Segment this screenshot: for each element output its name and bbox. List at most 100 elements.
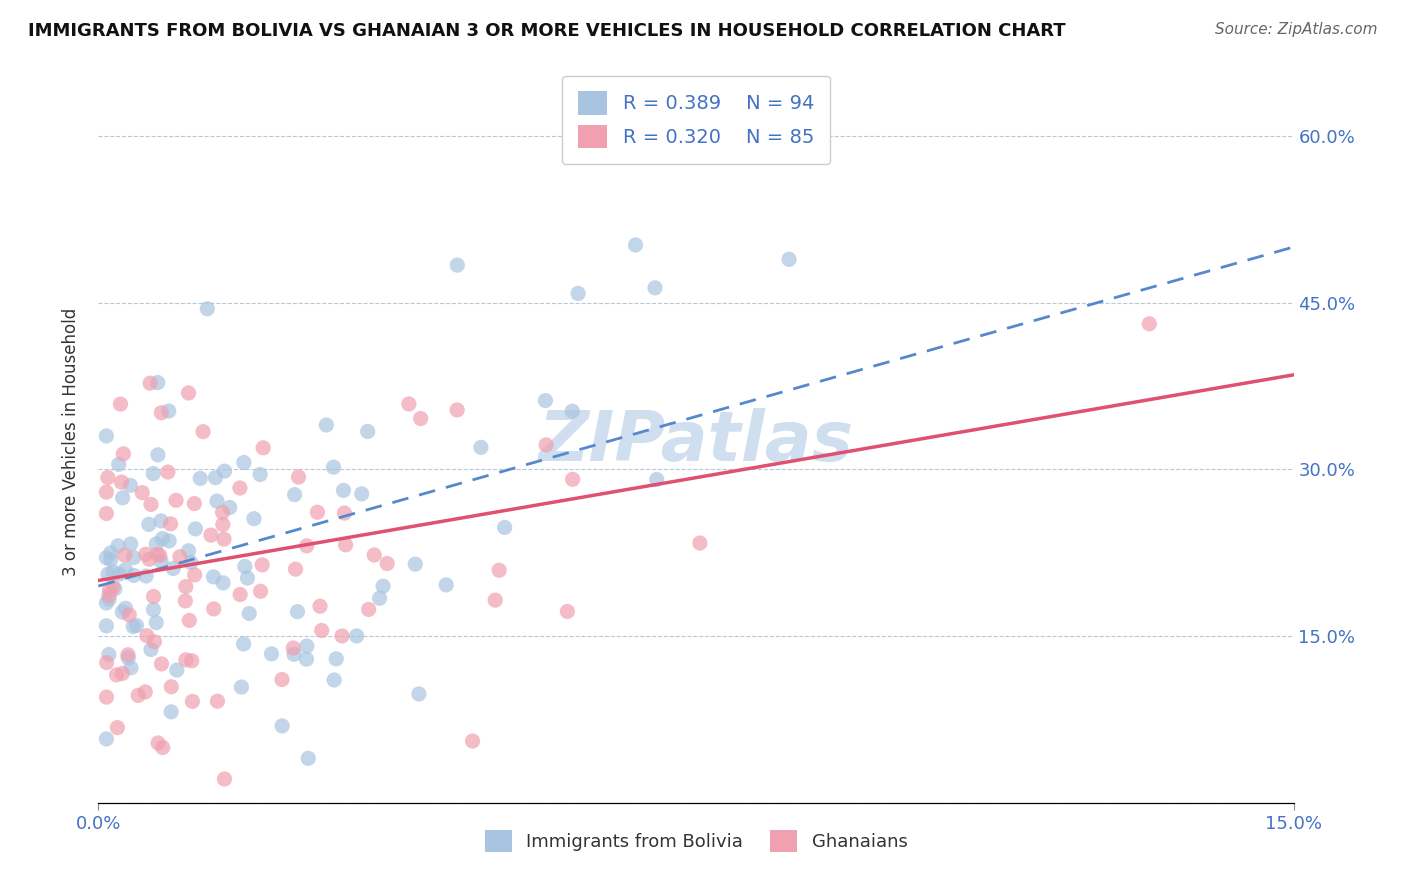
Point	[229, 587, 252, 601]
Point	[204, 470, 226, 484]
Point	[202, 570, 225, 584]
Point	[644, 281, 666, 295]
Point	[157, 404, 180, 418]
Point	[96, 596, 118, 610]
Point	[409, 411, 432, 425]
Point	[117, 648, 139, 662]
Point	[97, 589, 120, 603]
Point	[183, 568, 205, 582]
Point	[181, 694, 204, 708]
Point	[103, 565, 125, 579]
Point	[287, 470, 309, 484]
Point	[211, 517, 233, 532]
Point	[689, 536, 711, 550]
Point	[236, 571, 259, 585]
Point	[561, 472, 583, 486]
Y-axis label: 3 or more Vehicles in Household: 3 or more Vehicles in Household	[62, 308, 80, 575]
Point	[322, 460, 344, 475]
Point	[160, 705, 183, 719]
Point	[156, 465, 179, 479]
Point	[297, 751, 319, 765]
Point	[165, 493, 187, 508]
Point	[283, 648, 305, 662]
Point	[1137, 317, 1160, 331]
Point	[160, 680, 183, 694]
Point	[624, 238, 647, 252]
Point	[122, 619, 145, 633]
Point	[117, 651, 139, 665]
Point	[143, 634, 166, 648]
Point	[284, 488, 307, 502]
Point	[375, 557, 398, 571]
Point	[101, 580, 124, 594]
Point	[114, 548, 136, 562]
Point	[107, 458, 129, 472]
Point	[127, 689, 149, 703]
Point	[309, 599, 332, 614]
Point	[177, 543, 200, 558]
Point	[218, 500, 240, 515]
Point	[446, 403, 468, 417]
Point	[188, 471, 211, 485]
Point	[97, 648, 120, 662]
Point	[135, 547, 157, 561]
Point	[202, 602, 225, 616]
Point	[315, 417, 337, 432]
Point	[135, 629, 157, 643]
Point	[162, 561, 184, 575]
Point	[96, 485, 118, 500]
Point	[461, 734, 484, 748]
Point	[122, 550, 145, 565]
Point	[108, 567, 131, 582]
Point	[408, 687, 430, 701]
Point	[107, 721, 129, 735]
Point	[398, 397, 420, 411]
Point	[332, 483, 354, 498]
Point	[557, 604, 579, 618]
Point	[159, 516, 181, 531]
Point	[284, 562, 307, 576]
Point	[105, 668, 128, 682]
Point	[166, 663, 188, 677]
Point	[232, 637, 254, 651]
Point	[100, 553, 122, 567]
Point	[96, 690, 118, 704]
Point	[484, 593, 506, 607]
Point	[363, 548, 385, 562]
Point	[295, 539, 318, 553]
Point	[323, 673, 346, 687]
Point	[229, 481, 252, 495]
Point	[179, 613, 201, 627]
Point	[114, 601, 136, 615]
Point	[561, 404, 583, 418]
Point	[150, 657, 173, 671]
Text: Source: ZipAtlas.com: Source: ZipAtlas.com	[1215, 22, 1378, 37]
Point	[214, 464, 236, 478]
Point	[252, 441, 274, 455]
Point	[120, 661, 142, 675]
Point	[205, 494, 228, 508]
Point	[120, 478, 142, 492]
Point	[195, 301, 218, 316]
Legend: Immigrants from Bolivia, Ghanaians: Immigrants from Bolivia, Ghanaians	[477, 822, 915, 859]
Point	[183, 497, 205, 511]
Point	[139, 497, 162, 511]
Point	[169, 549, 191, 564]
Point	[96, 731, 118, 746]
Point	[174, 580, 197, 594]
Point	[250, 558, 273, 572]
Point	[110, 397, 132, 411]
Point	[139, 642, 162, 657]
Point	[325, 652, 347, 666]
Point	[488, 563, 510, 577]
Point	[150, 514, 173, 528]
Point	[96, 619, 118, 633]
Point	[114, 563, 136, 577]
Point	[283, 640, 305, 655]
Point	[174, 653, 197, 667]
Point	[350, 487, 373, 501]
Point	[145, 537, 167, 551]
Point	[287, 605, 309, 619]
Point	[494, 520, 516, 534]
Point	[104, 582, 127, 596]
